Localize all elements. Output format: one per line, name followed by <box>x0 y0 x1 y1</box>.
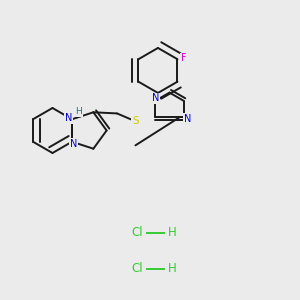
Text: S: S <box>132 116 139 126</box>
Text: Cl: Cl <box>131 226 142 239</box>
Text: N: N <box>70 139 77 149</box>
Text: H: H <box>75 107 82 116</box>
Text: H: H <box>168 262 177 275</box>
Text: H: H <box>168 226 177 239</box>
Text: N: N <box>184 114 191 124</box>
Text: F: F <box>181 53 186 63</box>
Text: Cl: Cl <box>131 262 142 275</box>
Text: N: N <box>65 113 72 123</box>
Text: N: N <box>152 93 159 103</box>
